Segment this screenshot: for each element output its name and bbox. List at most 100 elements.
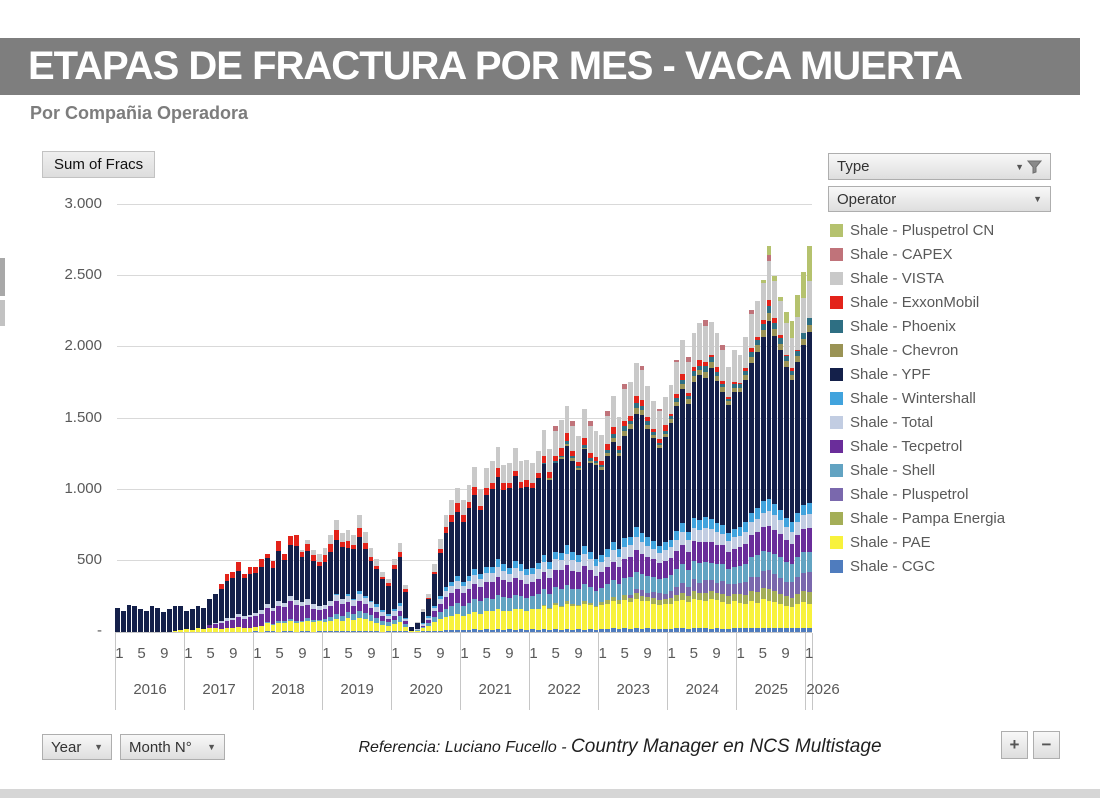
bar-segment	[720, 563, 726, 581]
operator-filter-button[interactable]: Operator ▼	[828, 186, 1051, 212]
bar-segment	[616, 556, 622, 568]
bar-segment	[299, 620, 305, 623]
bar-segment	[806, 572, 812, 593]
bar-segment	[576, 604, 582, 607]
bar-segment	[680, 564, 685, 583]
bar-segment	[316, 621, 322, 631]
bar-segment	[512, 577, 518, 596]
bar-segment	[380, 612, 385, 617]
bar-segment	[385, 582, 391, 586]
bar-segment	[703, 541, 708, 562]
bar-segment	[253, 631, 259, 632]
bar-segment	[708, 580, 714, 592]
bar-segment	[633, 527, 639, 538]
bar-segment	[472, 495, 478, 570]
bar-segment	[760, 323, 766, 331]
bar-segment	[680, 628, 685, 632]
bar-segment	[149, 605, 155, 632]
bar-segment	[264, 603, 270, 608]
bar-segment	[299, 602, 305, 607]
bar-segment	[743, 563, 749, 583]
bar-segment	[328, 605, 334, 618]
bar-segment	[749, 590, 754, 601]
bar-segment	[651, 429, 656, 433]
x-year-2023: 1 5 9 2023	[598, 633, 667, 710]
bar-segment	[772, 553, 778, 574]
bar-segment	[530, 462, 535, 483]
bar-segment	[236, 562, 241, 571]
bar-segment	[680, 374, 685, 381]
bar-segment	[311, 560, 316, 604]
zoom-in-button[interactable]: +	[1001, 731, 1028, 759]
bar-segment	[685, 399, 691, 404]
bar-segment	[639, 595, 645, 601]
bar-segment	[495, 447, 501, 469]
type-filter-button[interactable]: Type ▼	[828, 153, 1051, 180]
bar-segment	[610, 597, 616, 602]
bar-segment	[443, 597, 449, 609]
bar-segment	[437, 619, 443, 631]
legend-item: Shale - Wintershall	[830, 386, 1090, 410]
bar-segment	[737, 628, 743, 632]
bar-segment	[772, 503, 778, 516]
scrollbar-fragment[interactable]	[0, 300, 5, 326]
bar-segment	[478, 601, 483, 614]
month-tick-label: 5	[551, 645, 560, 662]
bar-segment	[305, 599, 311, 605]
bar-segment	[466, 484, 472, 502]
bar-segment	[507, 488, 512, 568]
bar-segment	[651, 548, 656, 560]
bar-segment	[651, 559, 656, 577]
bar-segment	[357, 630, 362, 632]
bar-segment	[385, 578, 391, 583]
month-tick-label: 5	[206, 645, 215, 662]
chevron-down-icon: ▼	[94, 742, 103, 752]
bar-segment	[357, 590, 362, 594]
bar-segment	[259, 613, 264, 627]
bar-segment	[760, 550, 766, 571]
bar-segment	[651, 629, 656, 632]
year-label: 2022	[547, 681, 581, 698]
bar-segment	[599, 587, 605, 603]
bar-month	[731, 205, 737, 632]
bar-segment	[507, 597, 512, 611]
bar-month	[161, 205, 166, 632]
month-tick-label: 1	[529, 645, 538, 662]
year-filter-button[interactable]: Year ▼	[42, 734, 112, 760]
bar-segment	[507, 582, 512, 598]
bar-segment	[582, 565, 587, 585]
bar-segment	[743, 522, 749, 532]
month-filter-button[interactable]: Month N° ▼	[120, 734, 225, 760]
bar-segment	[801, 333, 806, 339]
bar-segment	[443, 514, 449, 528]
bar-segment	[628, 629, 633, 632]
operator-filter-label: Operator	[837, 190, 897, 208]
bar-segment	[460, 629, 466, 632]
scrollbar-fragment[interactable]	[0, 258, 5, 296]
bar-segment	[778, 628, 783, 632]
year-label: 2016	[133, 681, 167, 698]
bar-segment	[749, 357, 754, 364]
bar-segment	[743, 595, 749, 605]
bar-segment	[685, 395, 691, 400]
x-year-2020: 1 5 9 2020	[391, 633, 460, 710]
bar-segment	[495, 595, 501, 610]
bar-segment	[426, 599, 432, 617]
chevron-down-icon: ▼	[207, 742, 216, 752]
bar-segment	[553, 604, 558, 630]
bar-segment	[391, 565, 397, 570]
bar-segment	[789, 321, 795, 339]
bar-segment	[605, 567, 610, 585]
bar-segment	[726, 367, 731, 398]
bar-segment	[801, 297, 806, 334]
bar-segment	[582, 629, 587, 632]
zoom-out-button[interactable]: −	[1033, 731, 1060, 759]
bar-segment	[616, 600, 622, 604]
bar-month	[778, 205, 783, 632]
bar-segment	[772, 590, 778, 603]
bar-segment	[610, 561, 616, 581]
bar-segment	[616, 548, 622, 557]
bar-segment	[276, 623, 282, 632]
legend-item: Shale - Total	[830, 410, 1090, 434]
sum-of-fracs-field-button[interactable]: Sum of Fracs	[42, 151, 156, 178]
